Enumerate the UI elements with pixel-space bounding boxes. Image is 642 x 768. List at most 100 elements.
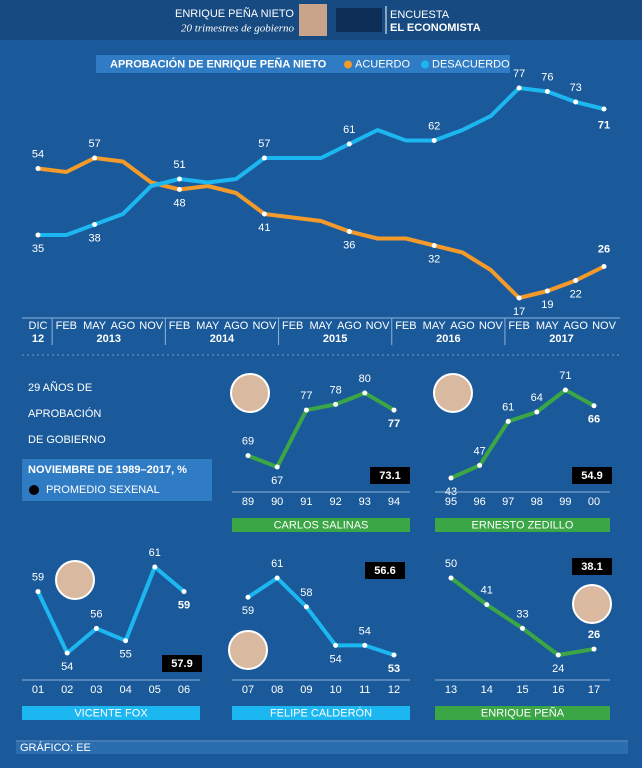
x-tick-label: 01 (32, 684, 44, 696)
data-label: 54 (329, 653, 341, 665)
legend-label: DESACUERDO (432, 58, 510, 70)
x-tick-label: 04 (119, 684, 131, 696)
x-tick-label: NOV (366, 320, 391, 332)
data-label: 54 (32, 148, 44, 160)
x-tick-label: 11 (359, 684, 370, 696)
data-label: 54 (61, 661, 73, 673)
x-tick-label: MAY (196, 320, 220, 332)
data-label: 59 (32, 571, 44, 583)
data-label: 73 (570, 82, 582, 94)
chart-title: ERNESTO ZEDILLO (472, 519, 574, 531)
data-point (303, 604, 309, 610)
data-label: 36 (343, 239, 355, 251)
x-tick-label: FEB (169, 320, 190, 332)
data-point (181, 589, 187, 595)
data-label: 57 (258, 138, 270, 150)
series-line (36, 565, 186, 655)
data-point (391, 652, 397, 658)
data-label: 35 (32, 243, 44, 255)
data-label: 80 (359, 373, 371, 385)
data-label: 71 (559, 370, 571, 382)
name-bar (232, 706, 410, 720)
logo (336, 8, 382, 32)
data-point (573, 278, 579, 283)
x-tick-label: MAY (83, 320, 107, 332)
data-label: 24 (552, 663, 564, 675)
average-box (370, 467, 410, 484)
portrait (299, 4, 327, 36)
average-box (162, 655, 202, 672)
data-point (274, 464, 280, 470)
x-tick-label: 90 (271, 496, 283, 508)
name-bar (232, 518, 410, 532)
data-point (544, 288, 550, 294)
section-subtitle: NOVIEMBRE DE 1989–2017, % (28, 464, 187, 476)
data-label: 57 (88, 138, 100, 150)
data-label: 59 (178, 599, 190, 611)
x-tick-label: MAY (536, 320, 560, 332)
x-tick-label: AGO (563, 320, 588, 332)
legend-marker (421, 60, 430, 69)
data-label: 17 (513, 306, 525, 318)
data-point (601, 264, 607, 269)
x-tick-label: 96 (473, 496, 485, 508)
portrait (55, 560, 95, 600)
data-label: 47 (473, 445, 485, 457)
data-label: 62 (428, 120, 440, 132)
x-tick-label: 00 (588, 496, 600, 508)
data-point (477, 462, 483, 468)
header-name: ENRIQUE PEÑA NIETO (175, 7, 294, 20)
data-point (177, 187, 182, 192)
series-line (246, 576, 395, 657)
data-point (303, 407, 309, 413)
x-tick-label: 03 (90, 684, 102, 696)
x-tick-label: 17 (588, 684, 600, 696)
legend-bar (96, 55, 510, 73)
legend-marker (29, 485, 39, 495)
data-label: 61 (271, 558, 283, 570)
x-tick-label: AGO (224, 320, 249, 332)
series-line (38, 86, 605, 237)
data-point (93, 625, 99, 631)
x-tick-label: MAY (423, 320, 447, 332)
data-point (484, 602, 490, 608)
x-tick-label: 99 (559, 496, 571, 508)
data-point (391, 407, 397, 413)
data-label: 77 (513, 68, 525, 80)
data-point (35, 589, 41, 595)
data-label: 58 (300, 587, 312, 599)
x-tick-label: 98 (531, 496, 543, 508)
data-point (92, 222, 98, 227)
data-point (35, 166, 41, 171)
data-label: 56 (90, 608, 102, 620)
x-tick-label: NOV (479, 320, 504, 332)
data-point (261, 155, 267, 161)
data-label: 33 (516, 608, 528, 620)
data-point (346, 229, 352, 234)
legend: ACUERDO DESACUERDO (344, 58, 510, 70)
data-point (448, 475, 454, 481)
x-tick-label: 16 (552, 684, 564, 696)
portrait (228, 630, 268, 670)
average-label: 38.1 (581, 561, 602, 573)
x-tick-label: AGO (450, 320, 475, 332)
average-label: 57.9 (171, 658, 192, 670)
x-tick-label: NOV (252, 320, 277, 332)
x-tick-label: FEB (395, 320, 416, 332)
chart-title: CARLOS SALINAS (274, 519, 369, 531)
data-label: 26 (588, 629, 600, 641)
x-tick-label: 07 (242, 684, 254, 696)
data-label: 61 (149, 547, 161, 559)
data-point (92, 155, 98, 161)
section-title: 29 AÑOS DE (28, 381, 92, 394)
data-point (562, 387, 568, 393)
x-tick-label: NOV (592, 320, 617, 332)
section-title: APROBACIÓN (28, 407, 101, 420)
data-label: 67 (271, 475, 283, 487)
data-point (544, 89, 550, 94)
x-tick-label: 89 (242, 496, 254, 508)
series-line (247, 391, 396, 469)
data-label: 22 (570, 288, 582, 300)
